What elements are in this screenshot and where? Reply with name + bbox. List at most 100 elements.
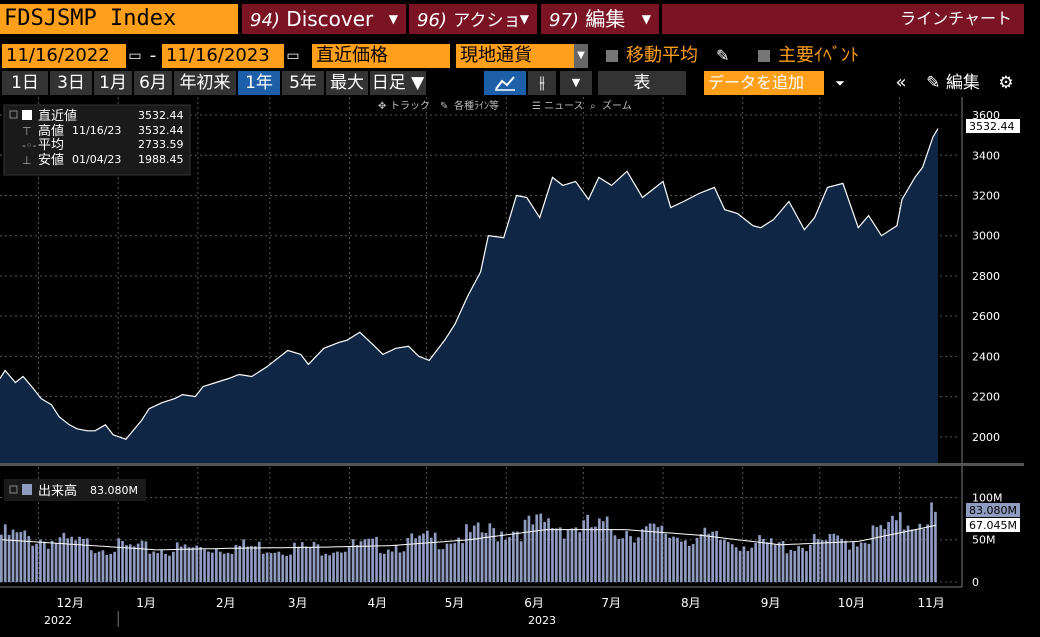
ohlc-icon[interactable]: ⫲ [528, 71, 556, 95]
volume-bar [62, 532, 66, 582]
pencil-icon[interactable]: ✎ [440, 101, 448, 112]
volume-bar [7, 534, 11, 582]
expand-icon[interactable] [9, 110, 18, 119]
action-button[interactable]: 96) アクション ▼ [409, 4, 537, 63]
events-checkbox[interactable] [758, 50, 770, 62]
volume-bar [867, 543, 871, 582]
volume-bar [195, 545, 199, 582]
volume-bar [86, 538, 89, 582]
moving-average-label[interactable]: 移動平均 [626, 45, 698, 66]
volume-bar [687, 545, 691, 582]
top-strip [0, 0, 1024, 4]
range-button[interactable]: 3日 [50, 71, 92, 95]
volume-bar [426, 530, 429, 582]
volume-bar [328, 555, 331, 582]
news-tool[interactable]: ニュース [544, 101, 584, 112]
month-tick-label: 11月 [917, 596, 944, 610]
edit-menu-button[interactable]: 97) 編集 ▼ [541, 4, 659, 34]
edit-button[interactable]: ✎ 編集 [918, 71, 988, 95]
calendar-icon[interactable]: ▭ [128, 48, 142, 64]
discover-button[interactable]: 94) Discover ▼ [242, 4, 406, 34]
volume-bar [125, 545, 128, 582]
range-button[interactable]: 1月 [94, 71, 132, 95]
volume-bar [207, 551, 210, 582]
price-tick-label: 2400 [972, 350, 1000, 363]
volume-legend-box [4, 479, 146, 501]
search-icon[interactable]: ⌕ [590, 101, 596, 112]
filter-icon[interactable]: ⏷ [826, 71, 854, 95]
start-date-field[interactable]: 11/16/2022 [2, 44, 126, 68]
chevron-down-icon[interactable]: ▼ [574, 44, 588, 68]
gear-icon[interactable]: ⚙ [994, 71, 1018, 95]
volume-bar [66, 538, 70, 582]
range-button[interactable]: 年初来 [174, 71, 236, 95]
volume-bar [668, 537, 671, 582]
volume-bars [0, 502, 937, 582]
table-button[interactable]: 表 [598, 71, 686, 95]
lines-tool[interactable]: 各種ﾗｲﾝ等 [454, 99, 499, 112]
add-data-input[interactable]: データを追加 [704, 71, 824, 95]
volume-bar [691, 543, 695, 582]
volume-bar [293, 542, 296, 582]
pencil-icon[interactable]: ✎ [716, 46, 730, 65]
volume-bar [277, 551, 281, 582]
volume-bar [164, 553, 167, 582]
end-date-field[interactable]: 11/16/2023 [162, 44, 284, 68]
volume-label: 出来高 [38, 483, 77, 499]
volume-tags: 83.080M 67.045M [966, 503, 1020, 532]
volume-bar [754, 543, 757, 582]
range-button[interactable]: 5年 [282, 71, 324, 95]
last-price-tag-text: 3532.44 [969, 120, 1015, 133]
price-field-select[interactable]: 直近価格 [312, 44, 450, 68]
track-tool[interactable]: トラック [390, 100, 430, 112]
volume-bar [558, 527, 562, 582]
volume-bar [488, 523, 492, 582]
currency-select[interactable]: 現地通貨 [456, 44, 574, 68]
price-chart-svg[interactable]: 2000 2200 2400 2600 2800 3000 3200 3400 3600 0 50M… [0, 97, 1024, 633]
moving-average-checkbox[interactable] [606, 50, 618, 62]
calendar-icon[interactable]: ▭ [286, 48, 300, 64]
price-tick-label: 2600 [972, 310, 1000, 323]
news-icon[interactable]: ☰ [532, 101, 541, 112]
volume-bar [840, 538, 843, 582]
discover-number: 94) [250, 10, 280, 31]
legend-avg-value: 2733.59 [138, 138, 184, 151]
line-chart-icon[interactable] [484, 71, 526, 95]
volume-bar [27, 536, 31, 582]
volume-bar [539, 513, 543, 582]
chart-area[interactable]: 2000 2200 2400 2600 2800 3000 3200 3400 3600 0 50M… [0, 97, 1024, 633]
volume-bar [812, 534, 816, 582]
range-button[interactable]: 6月 [134, 71, 172, 95]
volume-bar [523, 519, 527, 582]
volume-bar [781, 541, 785, 582]
volume-bar [23, 530, 27, 582]
range-button[interactable]: 日足 ▼ [370, 71, 426, 95]
volume-bar [762, 538, 765, 582]
volume-bar [379, 553, 382, 582]
range-button[interactable]: 1年 [238, 71, 280, 95]
range-button[interactable]: 1日 [2, 71, 48, 95]
expand-icon[interactable] [9, 485, 18, 494]
volume-bar [535, 514, 539, 582]
volume-bar [883, 529, 886, 582]
volume-bar [156, 553, 159, 582]
volume-bar [269, 553, 273, 582]
crosshair-icon[interactable]: ✥ [378, 101, 386, 112]
volume-bar [445, 543, 449, 582]
chevron-down-icon: ▼ [519, 12, 529, 26]
volume-bar [898, 512, 902, 582]
volume-bar [441, 549, 445, 582]
volume-bar [660, 525, 664, 582]
zoom-tool[interactable]: ズーム [602, 99, 632, 112]
volume-bar [383, 553, 386, 582]
chevron-down-icon[interactable]: ▼ [560, 71, 592, 95]
ticker-field[interactable]: FDSJSMP Index [0, 4, 238, 34]
volume-bar [723, 539, 726, 582]
volume-bar [715, 530, 718, 582]
pane-separator[interactable] [0, 463, 1024, 466]
range-button[interactable]: 最大 [326, 71, 368, 95]
collapse-left-icon[interactable]: « [886, 71, 916, 95]
events-label[interactable]: 主要ｲﾍﾞﾝﾄ [778, 45, 859, 66]
volume-bar [730, 544, 734, 582]
volume-bar [711, 531, 714, 582]
